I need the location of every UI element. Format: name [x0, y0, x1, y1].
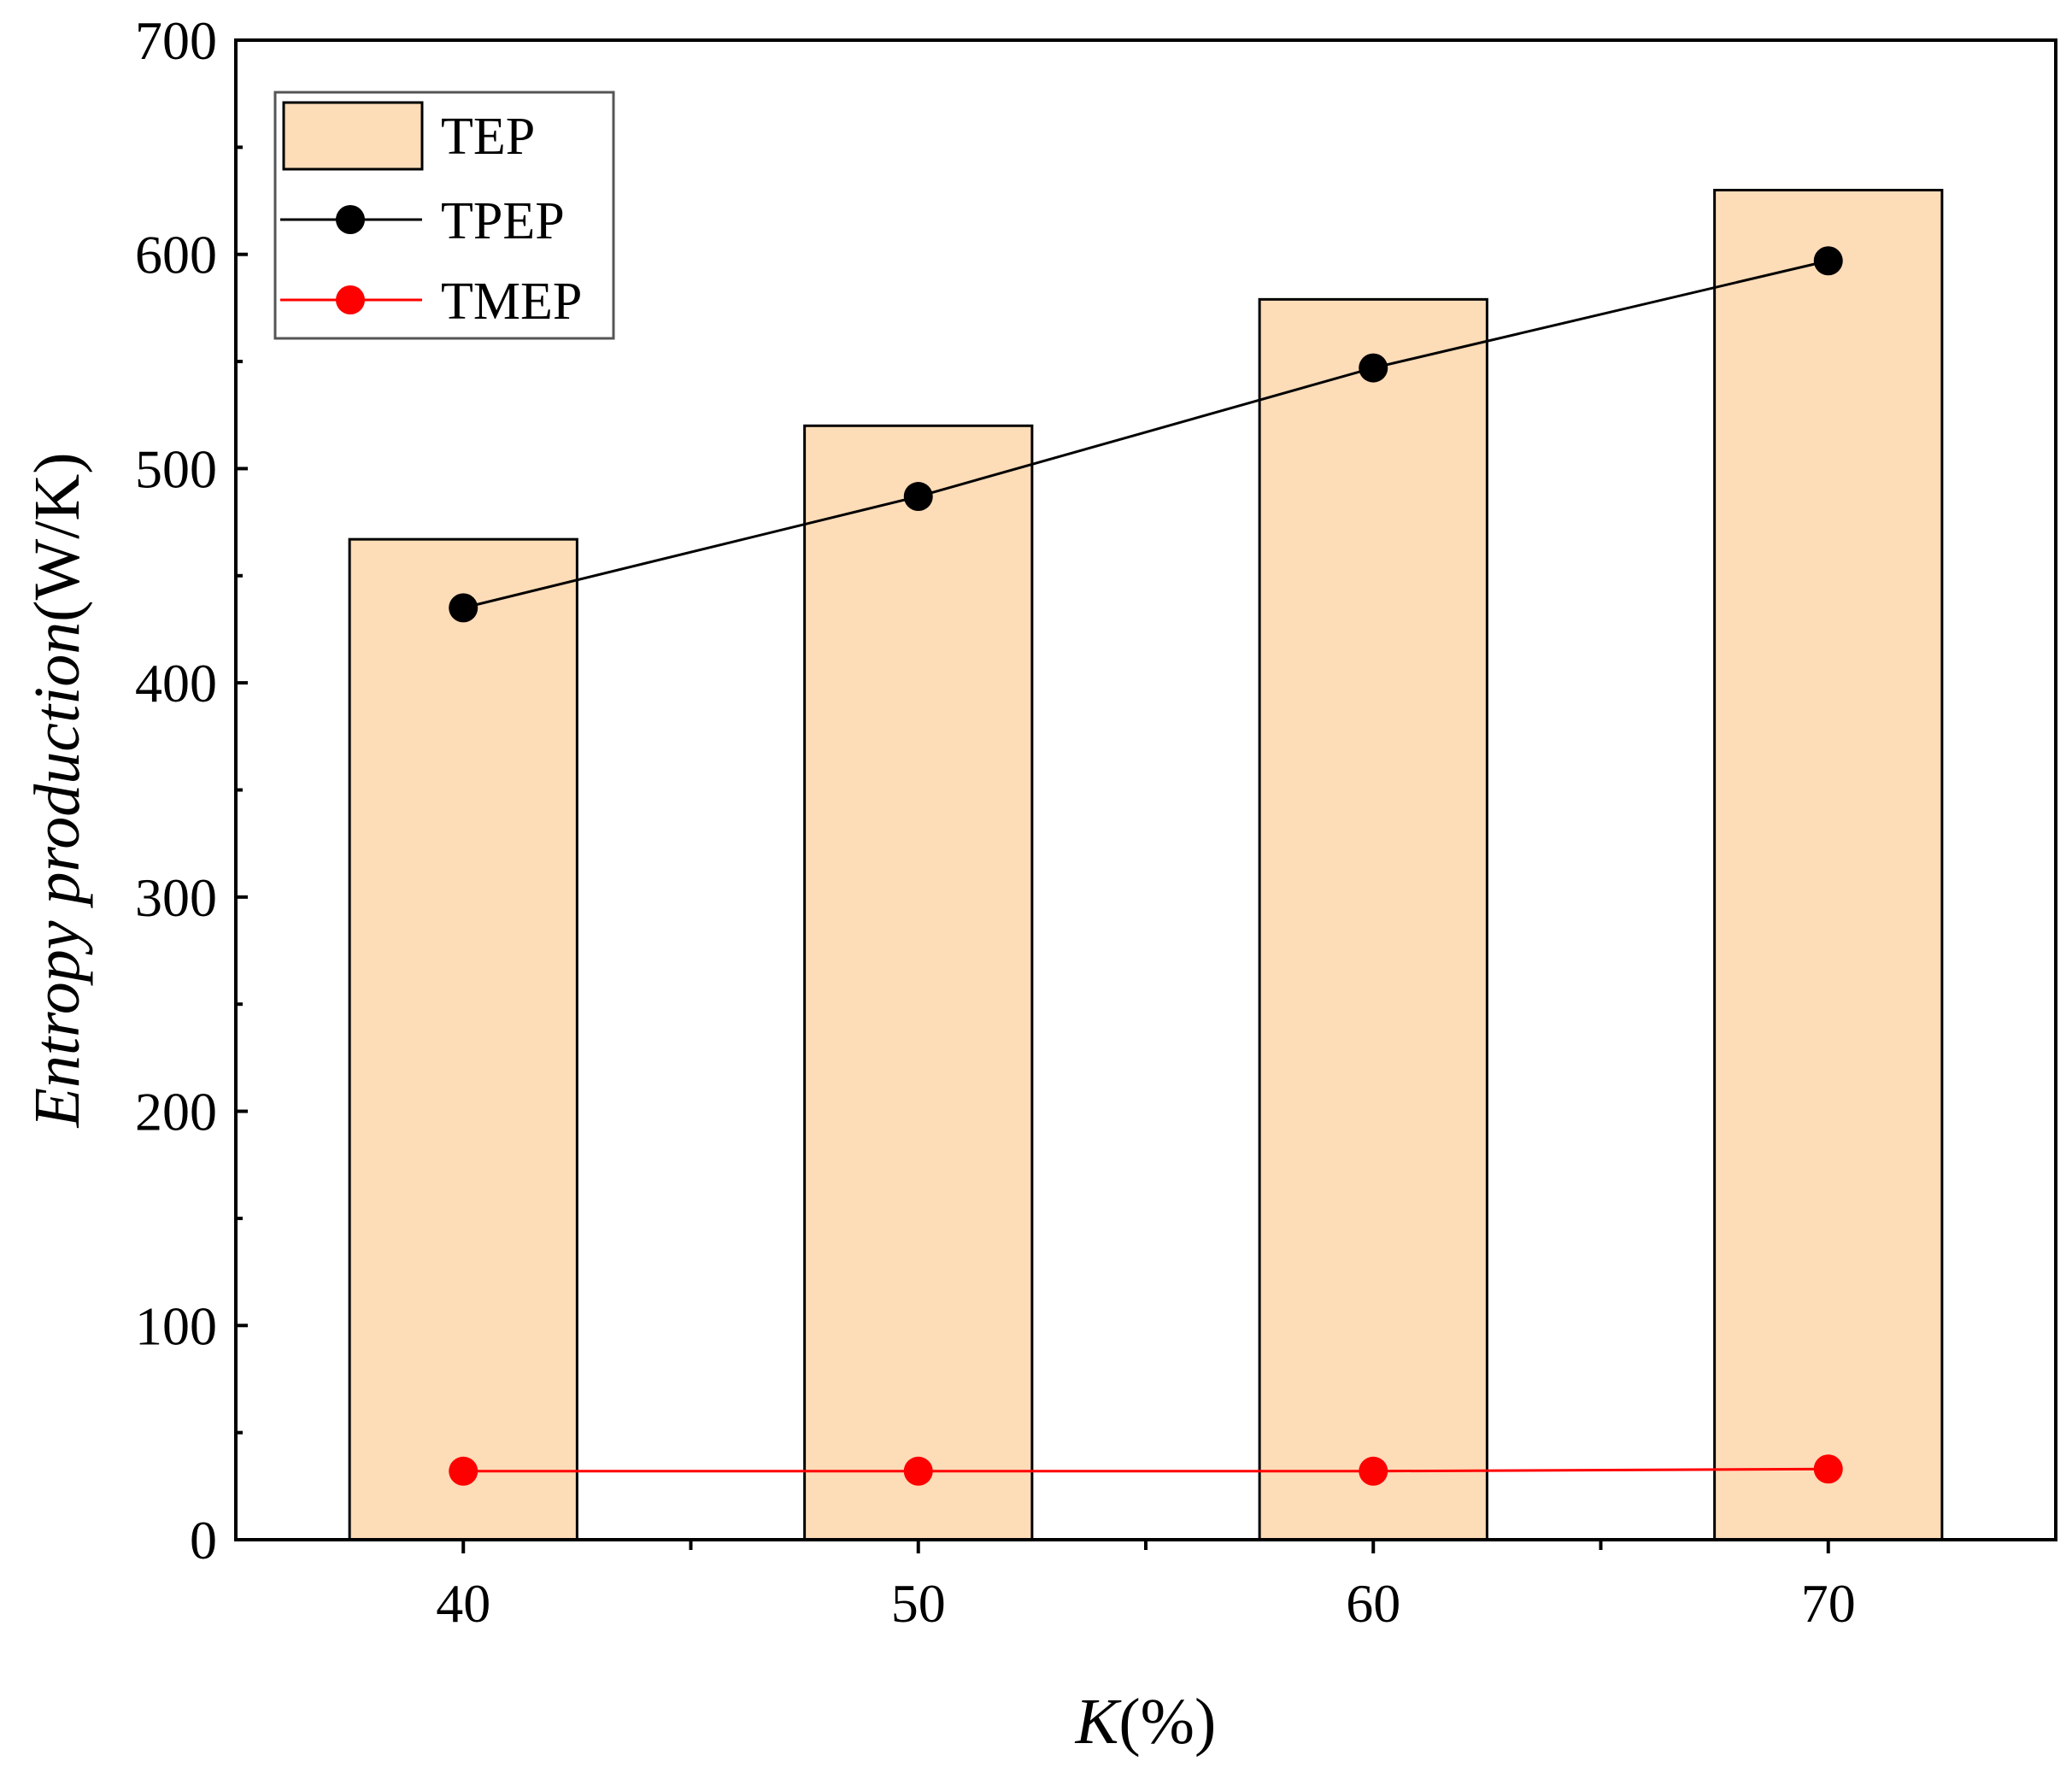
bar-tep-40 [348, 537, 578, 1541]
point-tpep-50 [903, 482, 933, 512]
point-tpep-70 [1813, 246, 1843, 276]
legend: TEP TPEP TMEP [273, 91, 615, 340]
y-axis-title: Entropy production(W/K) [21, 452, 93, 1128]
point-tpep-60 [1359, 353, 1388, 383]
bar-tep-50 [803, 424, 1034, 1541]
line-tpep [462, 259, 1829, 609]
y-tick-label-600: 600 [135, 225, 217, 285]
point-tmep-40 [449, 1456, 478, 1486]
x-tick-label-70: 70 [1801, 1573, 1856, 1634]
y-tick-label-200: 200 [135, 1082, 217, 1142]
axis-tick-labels: 0 100 200 300 400 500 600 700 40 50 60 70 [135, 10, 1856, 1634]
x-tick-label-40: 40 [436, 1573, 490, 1634]
x-axis-title: K(%) [1075, 1686, 1217, 1758]
tep-bars [348, 189, 1944, 1541]
y-axis-title-unit: (W/K) [21, 452, 93, 621]
y-tick-label-300: 300 [135, 867, 217, 928]
point-tmep-70 [1813, 1454, 1843, 1484]
legend-marker-tmep [336, 285, 365, 314]
point-tmep-60 [1359, 1456, 1388, 1486]
legend-swatch-tep [282, 101, 424, 171]
line-tmep [463, 1467, 1828, 1473]
legend-label-tmep: TMEP [441, 273, 582, 331]
y-tick-label-0: 0 [190, 1510, 217, 1570]
legend-marker-tpep [336, 205, 365, 234]
x-axis-title-var: K [1075, 1686, 1122, 1758]
y-axis-title-main: Entropy production [21, 622, 93, 1129]
y-tick-label-700: 700 [135, 10, 217, 71]
x-tick-label-50: 50 [891, 1573, 946, 1634]
x-tick-label-60: 60 [1346, 1573, 1400, 1634]
legend-label-tep: TEP [441, 108, 535, 166]
x-axis-title-unit: (%) [1118, 1686, 1216, 1758]
y-tick-label-400: 400 [135, 653, 217, 713]
point-tmep-50 [903, 1456, 933, 1486]
y-tick-label-500: 500 [135, 438, 217, 499]
series-lines [449, 246, 1843, 1486]
axis-ticks [236, 38, 1830, 1553]
y-tick-label-100: 100 [135, 1295, 217, 1356]
legend-label-tpep: TPEP [441, 192, 565, 250]
bar-tep-60 [1258, 297, 1488, 1541]
point-tpep-40 [449, 593, 478, 623]
bar-tep-70 [1713, 189, 1944, 1541]
